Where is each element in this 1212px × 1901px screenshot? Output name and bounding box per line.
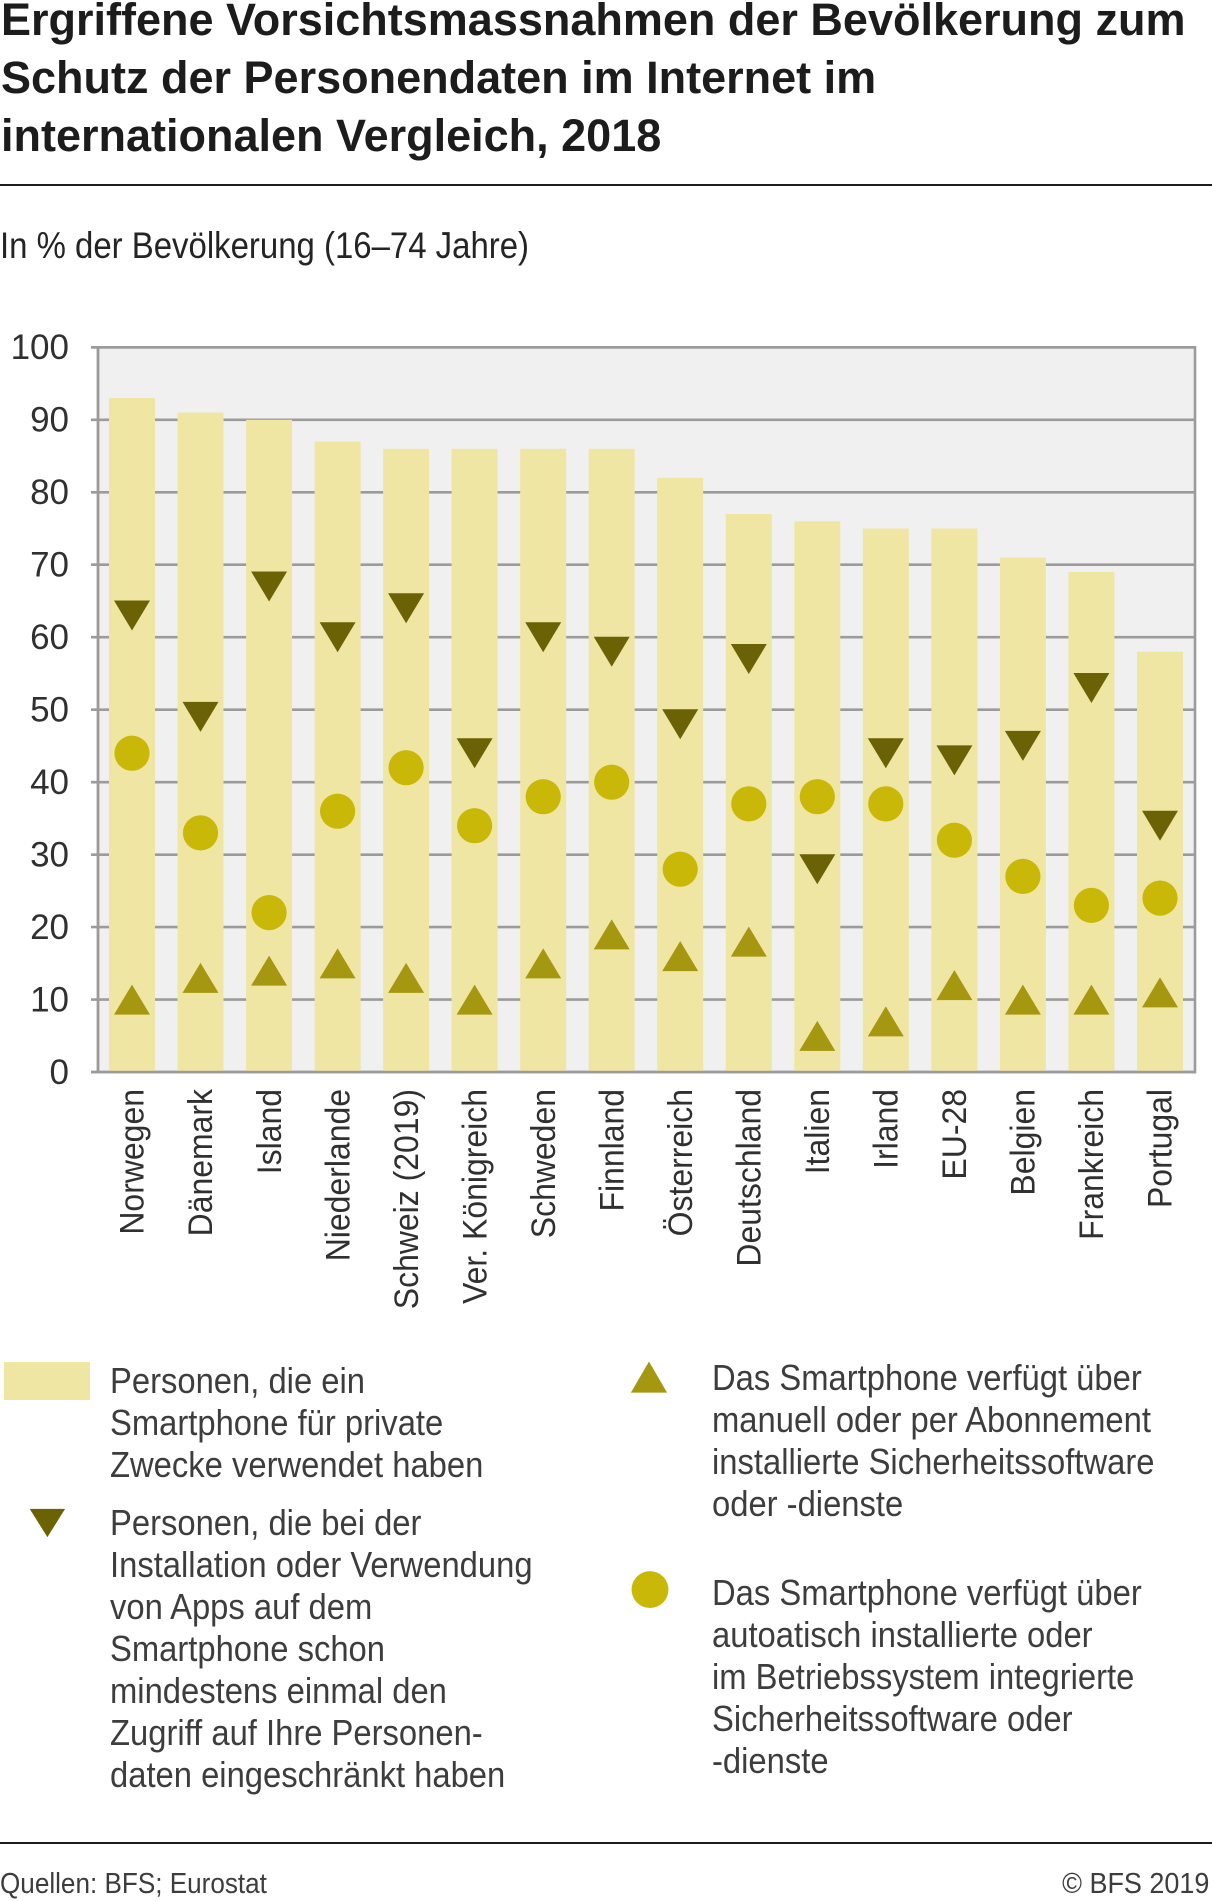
svg-text:Belgien: Belgien xyxy=(1004,1089,1042,1196)
svg-text:Portugal: Portugal xyxy=(1141,1089,1179,1208)
svg-text:Italien: Italien xyxy=(798,1089,836,1174)
svg-text:EU-28: EU-28 xyxy=(935,1089,973,1180)
svg-text:Schweden: Schweden xyxy=(524,1089,562,1238)
svg-text:Frankreich: Frankreich xyxy=(1072,1089,1110,1240)
svg-text:30: 30 xyxy=(30,836,69,875)
svg-text:0: 0 xyxy=(50,1053,69,1092)
svg-text:Island: Island xyxy=(250,1089,288,1174)
svg-text:Irland: Irland xyxy=(867,1089,905,1169)
svg-text:70: 70 xyxy=(30,546,69,585)
svg-text:Dänemark: Dänemark xyxy=(181,1089,219,1237)
svg-text:10: 10 xyxy=(30,981,69,1020)
svg-text:100: 100 xyxy=(11,328,69,367)
svg-text:Niederlande: Niederlande xyxy=(318,1089,356,1261)
svg-text:60: 60 xyxy=(30,618,69,657)
svg-text:Schweiz (2019): Schweiz (2019) xyxy=(387,1089,425,1309)
svg-text:80: 80 xyxy=(30,473,69,512)
svg-text:40: 40 xyxy=(30,763,69,802)
svg-text:Finnland: Finnland xyxy=(592,1089,630,1212)
svg-text:Norwegen: Norwegen xyxy=(113,1089,151,1235)
svg-text:Ver. Königreich: Ver. Königreich xyxy=(455,1089,493,1304)
svg-text:Deutschland: Deutschland xyxy=(730,1089,768,1267)
svg-text:20: 20 xyxy=(30,908,69,947)
svg-text:Österreich: Österreich xyxy=(661,1089,699,1236)
svg-text:90: 90 xyxy=(30,401,69,440)
svg-text:50: 50 xyxy=(30,691,69,730)
